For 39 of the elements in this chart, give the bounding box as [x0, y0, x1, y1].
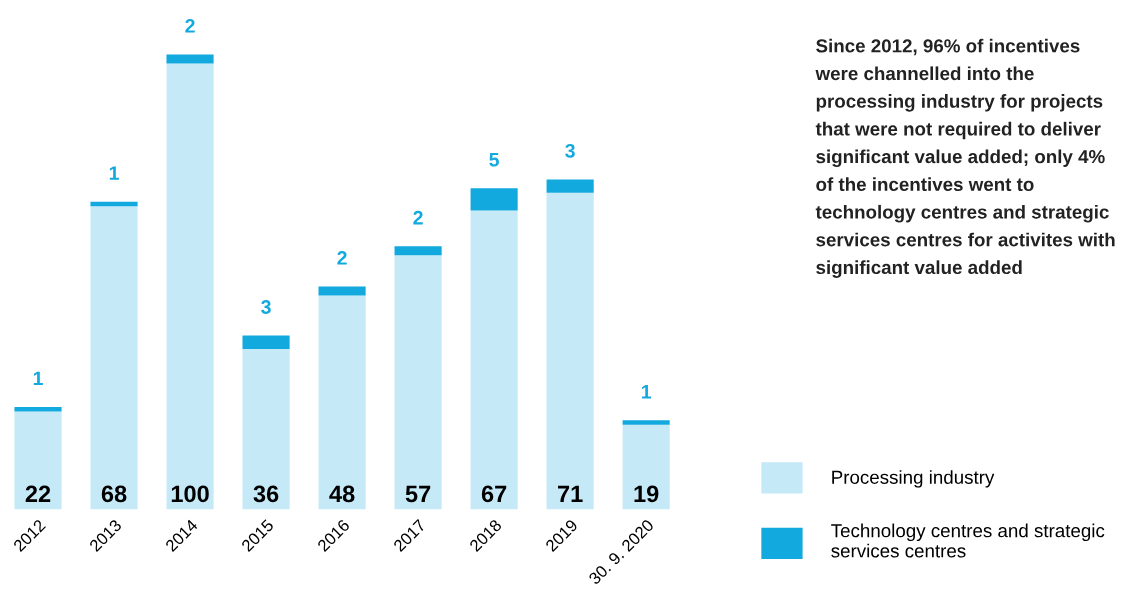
bar	[622, 424, 670, 510]
data-label: 3	[565, 143, 575, 158]
bar	[470, 188, 518, 211]
data-label: 19	[634, 485, 659, 503]
bar	[318, 295, 366, 510]
text: Since 2012, 96% of incentives were channelled into the processing industry for projects that were not required to deliver significant value added; only 4% of the incentives went to technology centres and strategic services centres for activites with significant value added	[815, 38, 1115, 278]
bar	[470, 210, 518, 510]
bar	[166, 54, 214, 64]
bar	[14, 411, 62, 510]
bar	[90, 201, 138, 207]
data-label: 1	[641, 385, 652, 399]
data-label: 3	[261, 300, 271, 314]
data-label: 100	[171, 485, 209, 503]
data-label: 1	[109, 166, 119, 180]
bar	[90, 206, 138, 510]
data-label: 57	[405, 485, 431, 503]
data-label: 68	[101, 485, 127, 503]
bar	[622, 420, 670, 425]
data-label: 1	[33, 371, 43, 386]
bar	[318, 286, 366, 296]
data-label: 48	[329, 485, 355, 503]
bar	[242, 348, 290, 510]
bar	[546, 192, 594, 510]
bar	[166, 63, 214, 510]
bar	[242, 335, 290, 349]
bar	[546, 179, 594, 193]
data-label: 2	[337, 251, 347, 265]
bar	[394, 246, 442, 256]
data-label: 5	[489, 153, 499, 167]
data-label: 67	[481, 485, 507, 503]
data-label: 22	[25, 485, 51, 502]
bar	[394, 255, 442, 510]
data-label: 2	[413, 210, 423, 225]
bar	[14, 406, 62, 412]
data-label: 2	[185, 18, 195, 33]
legend-label: Technology centres and strategic services centres	[831, 523, 1105, 558]
data-label: 71	[558, 485, 583, 502]
legend-label: Processing industry	[832, 470, 995, 488]
data-label: 36	[253, 485, 279, 503]
